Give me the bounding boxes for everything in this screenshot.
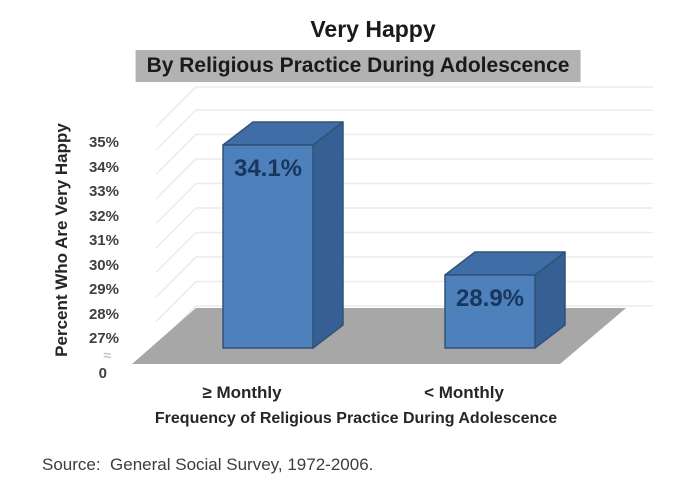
source-note: Source: General Social Survey, 1972-2006… [42,455,374,474]
gridline [155,133,653,176]
y-tick-label: 32% [88,207,119,225]
y-tick-label: 27% [88,330,119,347]
gridline [155,182,653,225]
bar-front-face [222,144,314,349]
gridline [155,231,653,274]
y-tick-label: 28% [88,305,119,323]
y-tick-label: 34% [88,158,119,176]
chart-title: Very Happy [310,16,436,42]
bar-value-label: 28.9% [455,285,525,312]
y-axis-zero-label: 0 [98,365,107,382]
y-tick-label: 31% [88,232,119,249]
gridline [155,109,653,151]
y-axis-break-symbol: ≈ [103,347,111,363]
y-tick-label: 29% [88,281,119,298]
y-tick-label: 35% [88,134,119,151]
chart-subtitle: By Religious Practice During Adolescence [135,50,581,82]
gridline [155,207,653,249]
x-category-label: ≥ Monthly [202,383,282,402]
gridline [155,158,653,200]
x-category-label: < Monthly [424,383,504,402]
gridline [155,86,653,128]
x-axis-title: Frequency of Religious Practice During A… [154,410,558,427]
y-tick-label: 33% [88,183,119,200]
y-tick-label: 30% [88,256,119,274]
bar-value-label: 34.1% [233,155,303,182]
bar-front-face [444,274,536,349]
